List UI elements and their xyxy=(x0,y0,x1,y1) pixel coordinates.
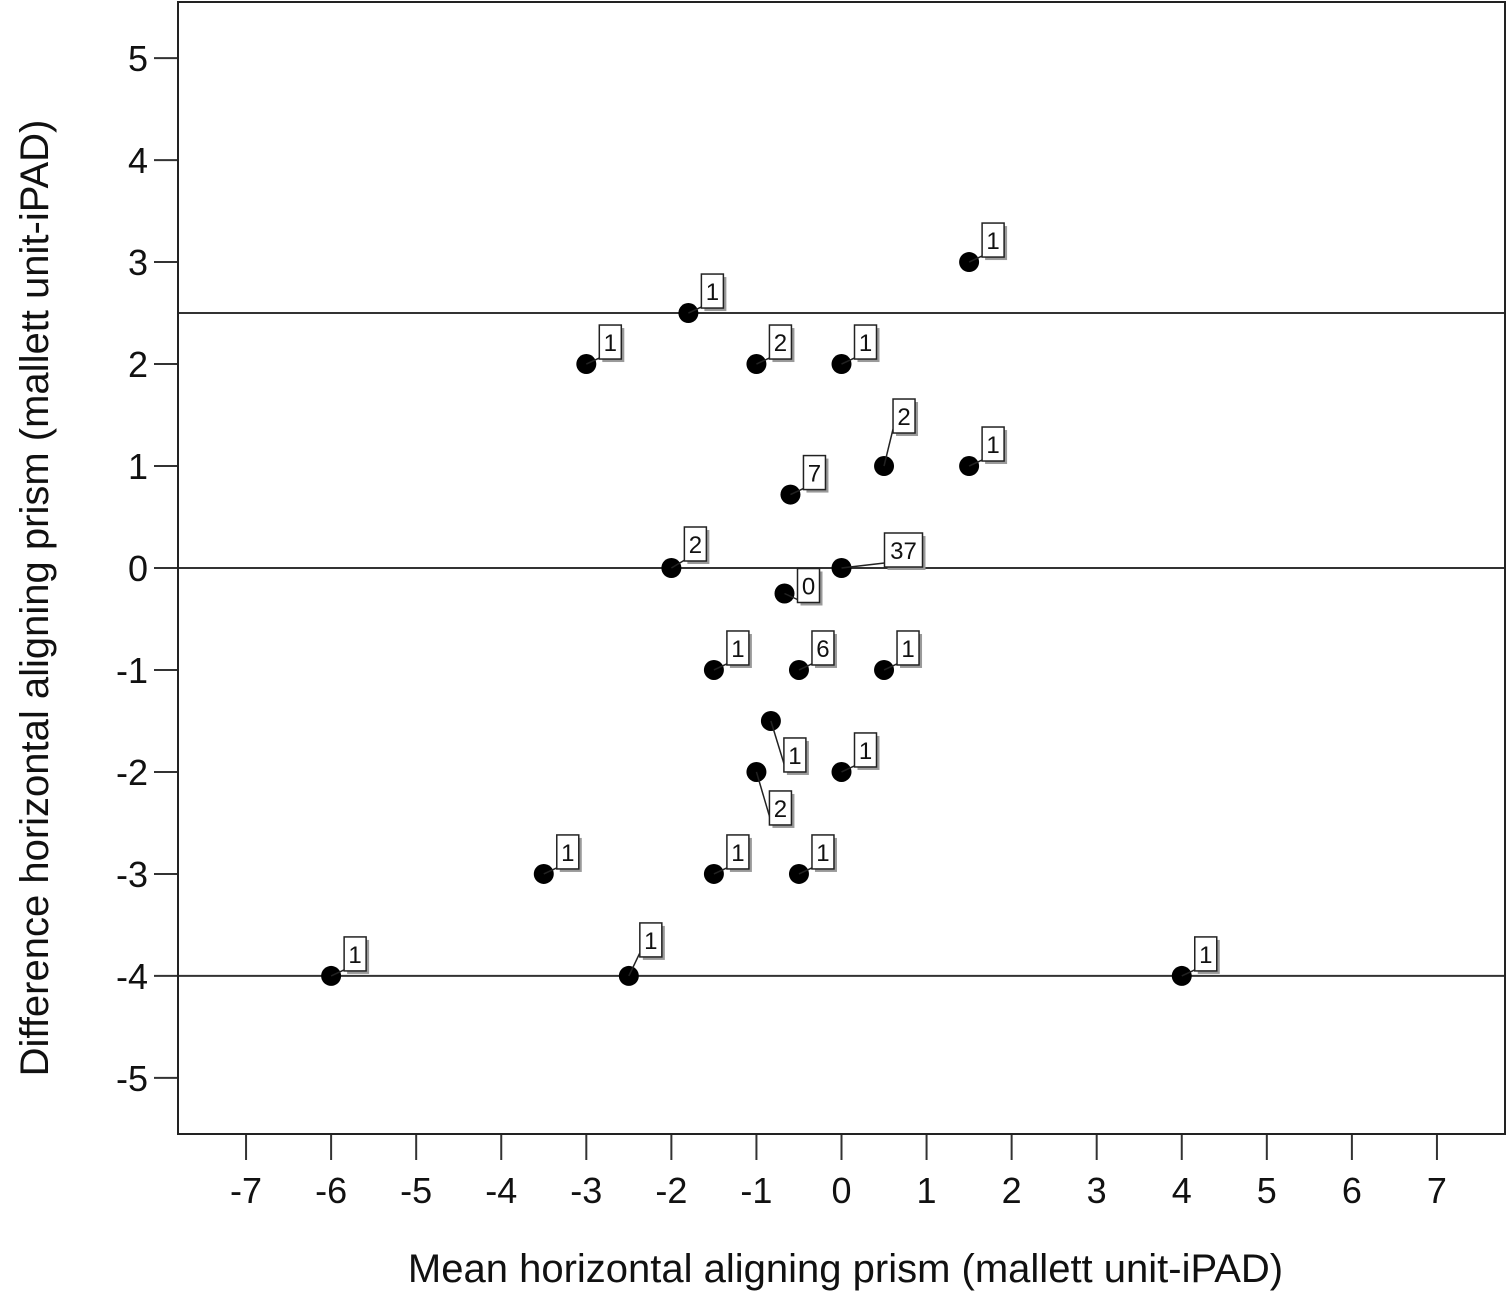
x-tick-label: -3 xyxy=(570,1170,602,1211)
count-label: 7 xyxy=(808,461,821,488)
count-label-box xyxy=(811,630,835,666)
count-label: 6 xyxy=(816,636,829,663)
count-label-box xyxy=(768,324,793,360)
y-axis-title: Difference horizontal aligning prism (ma… xyxy=(13,120,57,1077)
count-label-box xyxy=(598,324,623,360)
y-tick-label: -3 xyxy=(116,854,148,895)
count-label: 1 xyxy=(901,636,914,663)
count-label: 1 xyxy=(1199,942,1212,969)
label-leader-line xyxy=(628,952,641,977)
x-axis-title: Mean horizontal aligning prism (mallett … xyxy=(408,1247,1283,1291)
y-tick-label: 1 xyxy=(128,446,148,487)
count-label: 1 xyxy=(731,840,744,867)
x-tick-label: 4 xyxy=(1172,1170,1192,1211)
y-tick-label: -2 xyxy=(116,752,148,793)
count-label: 1 xyxy=(816,840,829,867)
count-label-box xyxy=(556,834,580,870)
x-tick-label: -6 xyxy=(315,1170,347,1211)
x-tick-label: 3 xyxy=(1087,1170,1107,1211)
count-label: 2 xyxy=(774,330,787,357)
label-leader-line xyxy=(841,562,885,569)
x-tick-label: 5 xyxy=(1257,1170,1277,1211)
x-tick-label: -7 xyxy=(230,1170,262,1211)
count-label-box xyxy=(683,526,708,562)
count-label: 1 xyxy=(986,432,999,459)
count-label: 37 xyxy=(890,538,917,565)
count-label: 1 xyxy=(644,928,657,955)
count-label-box xyxy=(1194,936,1218,972)
count-label-box xyxy=(796,567,821,604)
data-points xyxy=(321,252,1192,986)
x-tick-label: 7 xyxy=(1427,1170,1447,1211)
y-tick-label: -1 xyxy=(116,650,148,691)
y-tick-label: -4 xyxy=(116,956,148,997)
y-tick-label: -5 xyxy=(116,1058,148,1099)
x-tick-label: -2 xyxy=(655,1170,687,1211)
x-tick-label: 2 xyxy=(1002,1170,1022,1211)
x-tick-label: 1 xyxy=(917,1170,937,1211)
x-axis: -7 -6 -5 -4 -3 -2 -1 0 1 2 3 4 5 6 7 xyxy=(230,1134,1447,1211)
count-label-box xyxy=(726,630,750,666)
count-label: 1 xyxy=(604,330,617,357)
count-label-box xyxy=(768,790,793,826)
plot-frame xyxy=(177,1,1506,1135)
count-label-box xyxy=(802,454,827,491)
y-axis: 5 4 3 2 1 0 -1 -2 -3 -4 -5 xyxy=(116,38,178,1099)
y-tick-label: 4 xyxy=(128,140,148,181)
count-label-box xyxy=(892,398,916,434)
y-tick-label: 0 xyxy=(128,548,148,589)
count-label-box xyxy=(639,922,663,958)
count-label: 1 xyxy=(788,743,801,770)
count-label-box xyxy=(896,630,920,666)
x-tick-label: -5 xyxy=(400,1170,432,1211)
y-tick-label: 2 xyxy=(128,344,148,385)
x-tick-label: 6 xyxy=(1342,1170,1362,1211)
x-tick-label: -4 xyxy=(485,1170,517,1211)
count-label: 1 xyxy=(859,738,872,765)
count-label: 1 xyxy=(561,840,574,867)
count-label: 0 xyxy=(802,573,815,600)
count-label-box xyxy=(883,532,924,568)
count-label-box xyxy=(726,834,750,870)
count-label-box xyxy=(981,222,1005,258)
count-label: 2 xyxy=(897,404,910,431)
reference-lines xyxy=(178,312,1505,977)
count-label-box xyxy=(783,737,807,773)
count-label: 1 xyxy=(986,228,999,255)
y-tick-label: 5 xyxy=(128,38,148,79)
x-tick-label: 0 xyxy=(831,1170,851,1211)
count-label-box xyxy=(853,732,878,768)
count-label-box xyxy=(811,834,835,870)
count-label-box xyxy=(981,426,1005,462)
count-label: 2 xyxy=(774,796,787,823)
label-leader-line xyxy=(883,428,894,467)
count-label: 1 xyxy=(348,942,361,969)
count-label: 1 xyxy=(859,330,872,357)
count-label: 1 xyxy=(731,636,744,663)
count-label-box xyxy=(700,273,725,309)
count-label: 1 xyxy=(706,279,719,306)
y-tick-label: 3 xyxy=(128,242,148,283)
count-label-box xyxy=(853,324,878,360)
count-label: 2 xyxy=(689,532,702,559)
count-label-box xyxy=(343,936,367,972)
x-tick-label: -1 xyxy=(740,1170,772,1211)
